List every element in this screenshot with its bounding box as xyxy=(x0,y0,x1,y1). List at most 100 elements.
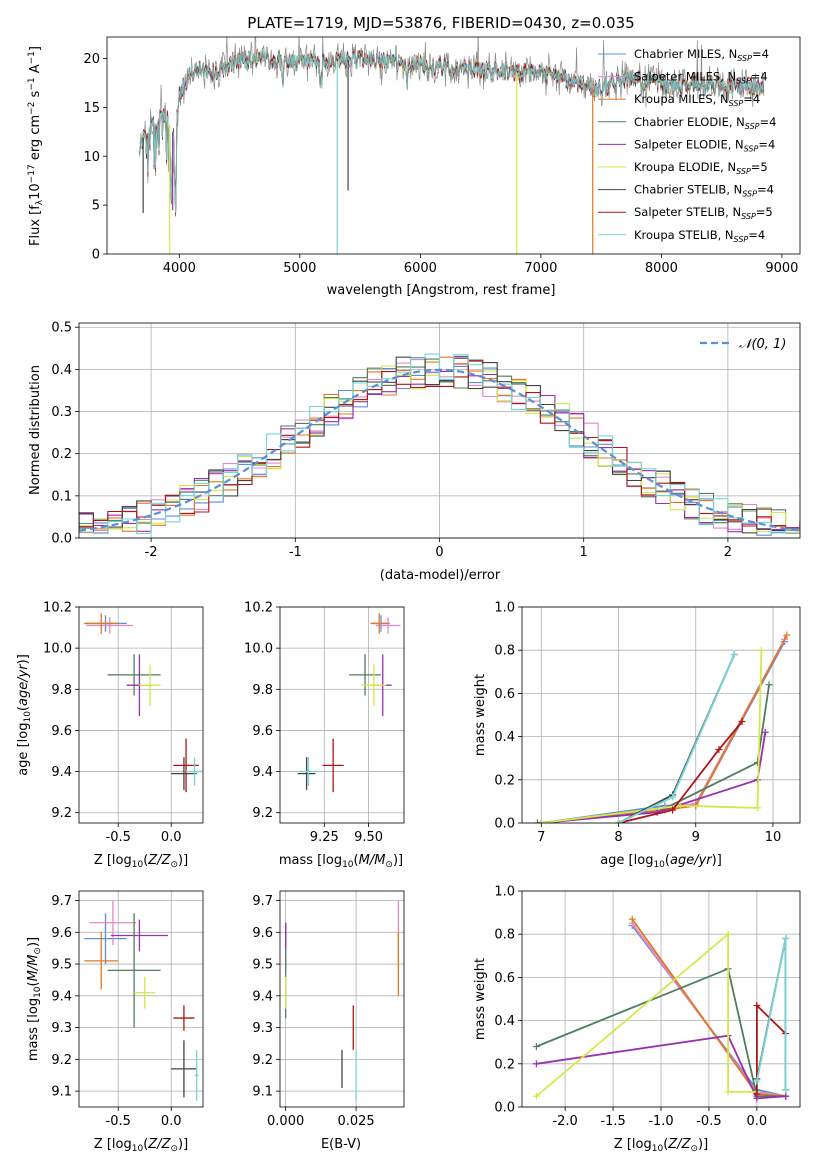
age-vs-mass-xlabel-part: M/M xyxy=(359,853,386,868)
mass-vs-Z-xlabel-part: ⊙ xyxy=(170,1144,178,1154)
spectrum-ylabel-part: A xyxy=(28,64,43,77)
x-tick-label: -2.0 xyxy=(552,1114,577,1129)
x-tick-label: 7 xyxy=(537,830,545,845)
axes-frame xyxy=(279,890,405,1108)
y-tick-label: 0.4 xyxy=(494,730,515,745)
y-tick-label: 0.3 xyxy=(51,405,72,420)
y-tick-label: 10.0 xyxy=(244,642,273,657)
x-tick-label: 0.0 xyxy=(747,1114,768,1129)
y-tick-label: 20 xyxy=(83,52,100,67)
weight-line-3 xyxy=(537,684,770,823)
y-tick-label: 10.0 xyxy=(43,642,72,657)
spectrum-model-8 xyxy=(139,48,765,213)
weight-line-7 xyxy=(756,1003,787,1094)
figure-title: PLATE=1719, MJD=53876, FIBERID=0430, z=0… xyxy=(247,14,634,32)
age-vs-mass-xlabel-part: )] xyxy=(393,853,403,868)
spectrum-ylabel-part: erg cm xyxy=(28,115,43,164)
y-tick-label: 9.6 xyxy=(51,724,72,739)
age-vs-Z-xlabel-part: Z/Z xyxy=(147,853,171,868)
y-tick-label: 0.4 xyxy=(51,363,72,378)
y-tick-label: 1.0 xyxy=(494,885,515,900)
x-tick-label: -0.5 xyxy=(106,830,131,845)
legend-label: 𝒩(0, 1) xyxy=(739,337,786,352)
y-tick-label: 1.0 xyxy=(494,601,515,616)
axes-mass_vs_EBV: 0.000 0.025 9.1 9.2 9.3 9.4 9.5 9.6 9.7 xyxy=(252,890,405,1129)
y-tick-label: 9.4 xyxy=(252,989,273,1004)
legend-label-part: =4 xyxy=(757,183,774,197)
plot-area xyxy=(284,900,400,1101)
x-tick-label: 8 xyxy=(614,830,622,845)
y-tick-label: 10.2 xyxy=(244,601,273,616)
mass-vs-Z-xlabel-part: ( xyxy=(143,1137,148,1152)
legend-label-part: SSP xyxy=(741,212,756,221)
legend-label-part: Salpeter MILES, N xyxy=(634,70,736,84)
legend-label-part: Kroupa STELIB, N xyxy=(634,228,734,242)
x-tick-label: -1 xyxy=(289,545,302,560)
mw-age-xlabel-part: age/yr xyxy=(670,853,713,868)
legend-label-part: SSP xyxy=(737,54,752,63)
x-tick-label: 9 xyxy=(692,830,700,845)
mw-Z-xlabel-part: 10 xyxy=(652,1144,664,1154)
legend-label: Salpeter STELIB, NSSP=5 xyxy=(634,205,773,221)
legend-label-part: Salpeter ELODIE, N xyxy=(634,137,744,151)
legend-label-part: =4 xyxy=(760,115,777,129)
y-tick-label: 10.2 xyxy=(43,601,72,616)
histogram-8 xyxy=(79,353,800,535)
legend-label-part: =4 xyxy=(758,137,775,151)
legend-label: Salpeter MILES, NSSP=4 xyxy=(634,70,768,86)
x-tick-label: 10 xyxy=(765,830,782,845)
x-tick-label: 0.025 xyxy=(337,1114,374,1129)
legend-label: Kroupa STELIB, NSSP=4 xyxy=(634,228,765,244)
legend-label-part: SSP xyxy=(734,235,749,244)
x-tick-label: -0.5 xyxy=(106,1114,131,1129)
y-tick-label: 9.4 xyxy=(51,765,72,780)
legend-label-part: =4 xyxy=(748,228,765,242)
x-tick-label: -1.5 xyxy=(600,1114,625,1129)
plot-area xyxy=(297,613,401,793)
axes-frame xyxy=(521,606,801,824)
y-tick-label: 9.4 xyxy=(51,989,72,1004)
age-vs-Z-xlabel-part: ⊙ xyxy=(170,860,178,870)
axes-frame xyxy=(78,890,204,1108)
x-tick-label: 2 xyxy=(724,545,732,560)
residual-legend: 𝒩(0, 1) xyxy=(700,337,786,352)
x-tick-label: 9.25 xyxy=(310,830,339,845)
y-tick-label: 0.0 xyxy=(494,1101,515,1116)
legend-label-part: SSP xyxy=(736,77,751,86)
mass-ylabel-part: mass [log xyxy=(26,998,41,1061)
y-tick-label: 0.1 xyxy=(51,489,72,504)
plot-area xyxy=(84,900,199,1101)
weight-line-8 xyxy=(618,654,736,823)
mass-vs-Z-xlabel-part: )] xyxy=(178,1137,188,1152)
age-vs-mass-xlabel: mass [log10(M/M⊙)] xyxy=(279,853,403,870)
x-tick-label: -0.5 xyxy=(696,1114,721,1129)
legend-label-part: Kroupa MILES, N xyxy=(634,92,729,106)
y-tick-label: 0.8 xyxy=(494,928,515,943)
y-tick-label: 9.2 xyxy=(51,1053,72,1068)
weight-line-0 xyxy=(541,641,786,823)
legend-label-part: SSP xyxy=(729,99,744,108)
weight-line-8 xyxy=(756,938,787,1090)
legend-label-part: SSP xyxy=(736,167,751,176)
axes-massweight_vs_age: 7 8 9 10 0.0 0.2 0.4 0.6 0.8 1.0 xyxy=(494,601,801,845)
normal-curve xyxy=(79,368,800,532)
mass-ylabel-part: M/M xyxy=(26,955,41,982)
plot-area xyxy=(84,613,203,793)
mass-ylabel: mass [log10(M/M⊙)] xyxy=(26,937,43,1061)
spectrum-ylabel-part: −17 xyxy=(27,164,37,183)
spectrum-ylabel-part: −1 xyxy=(27,77,37,90)
x-tick-label: 7000 xyxy=(524,261,557,276)
legend-label: Salpeter ELODIE, NSSP=4 xyxy=(634,137,775,153)
axes-mass_vs_Z: -0.5 0.0 9.1 9.2 9.3 9.4 9.5 9.6 9.7 xyxy=(51,890,204,1129)
legend-label-part: Salpeter STELIB, N xyxy=(634,205,741,219)
weight-line-7 xyxy=(618,720,743,823)
axes-age_vs_Z: -0.5 0.0 9.2 9.4 9.6 9.8 10.0 10.2 xyxy=(43,601,204,845)
axes-spectrum: 4000 5000 6000 7000 8000 9000 0 5 10 15 20 xyxy=(83,36,801,276)
y-tick-label: 9.2 xyxy=(252,1053,273,1068)
mass-vs-Z-xlabel: Z [log10(Z/Z⊙)] xyxy=(94,1137,188,1154)
weight-line-5 xyxy=(541,650,763,823)
y-tick-label: 9.7 xyxy=(51,894,72,909)
y-tick-label: 0.0 xyxy=(51,532,72,547)
y-tick-label: 0.6 xyxy=(494,687,515,702)
